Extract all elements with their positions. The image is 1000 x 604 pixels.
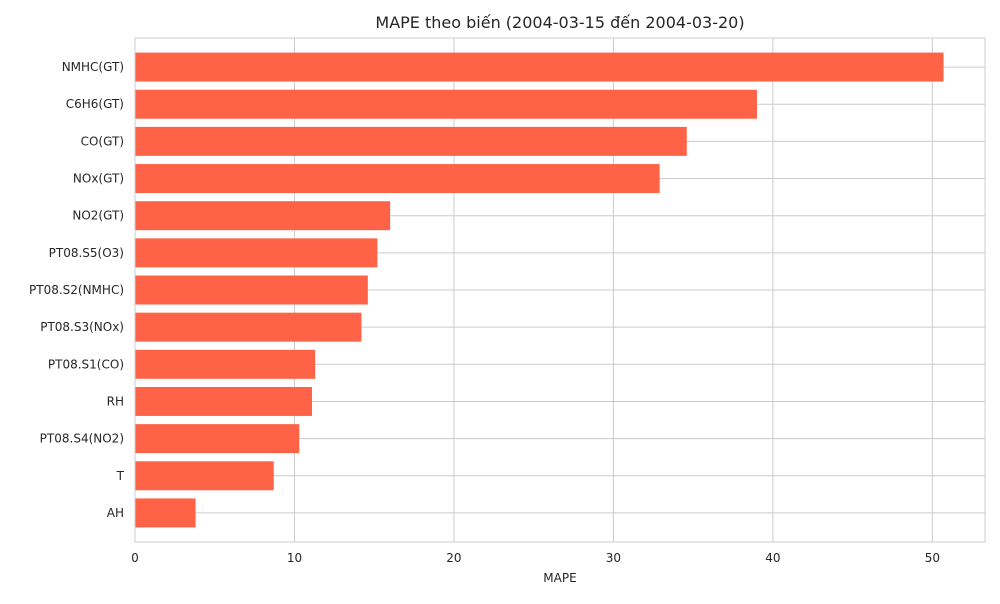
y-tick-label: RH bbox=[107, 394, 124, 408]
y-tick-label: NMHC(GT) bbox=[62, 60, 124, 74]
y-tick-label: PT08.S5(O3) bbox=[49, 246, 124, 260]
bar bbox=[135, 89, 757, 119]
x-tick-label: 20 bbox=[446, 551, 461, 565]
bar bbox=[135, 164, 660, 194]
bar bbox=[135, 386, 313, 416]
y-tick-label: NOx(GT) bbox=[73, 172, 124, 186]
bar bbox=[135, 238, 378, 268]
plot-frame bbox=[134, 37, 986, 543]
chart-title: MAPE theo biến (2004-03-15 đến 2004-03-2… bbox=[375, 13, 744, 32]
y-tick-label: C6H6(GT) bbox=[66, 97, 124, 111]
bar bbox=[135, 424, 300, 454]
y-tick-label: T bbox=[116, 469, 125, 483]
y-tick-label: AH bbox=[107, 506, 124, 520]
bar bbox=[135, 312, 362, 342]
x-tick-label: 50 bbox=[925, 551, 940, 565]
bar bbox=[135, 201, 391, 231]
bar bbox=[135, 126, 687, 156]
bar bbox=[135, 52, 944, 82]
y-tick-label: PT08.S1(CO) bbox=[48, 357, 124, 371]
bar bbox=[135, 349, 316, 379]
y-tick-label: PT08.S4(NO2) bbox=[40, 432, 124, 446]
x-tick-label: 0 bbox=[131, 551, 139, 565]
x-axis-label: MAPE bbox=[543, 571, 576, 585]
y-tick-label: PT08.S3(NOx) bbox=[40, 320, 124, 334]
bar bbox=[135, 498, 196, 528]
y-tick-label: PT08.S2(NMHC) bbox=[29, 283, 124, 297]
bar bbox=[135, 461, 274, 491]
bar bbox=[135, 275, 368, 305]
y-tick-label: NO2(GT) bbox=[72, 209, 124, 223]
x-tick-label: 40 bbox=[765, 551, 780, 565]
x-tick-labels: 0 10 20 30 40 50 bbox=[131, 551, 940, 565]
x-tick-label: 10 bbox=[287, 551, 302, 565]
y-tick-label: CO(GT) bbox=[81, 134, 124, 148]
x-tick-label: 30 bbox=[606, 551, 621, 565]
y-tick-labels: NMHC(GT) C6H6(GT) CO(GT) NOx(GT) NO2(GT) PT08… bbox=[29, 60, 125, 520]
bars bbox=[135, 52, 944, 528]
